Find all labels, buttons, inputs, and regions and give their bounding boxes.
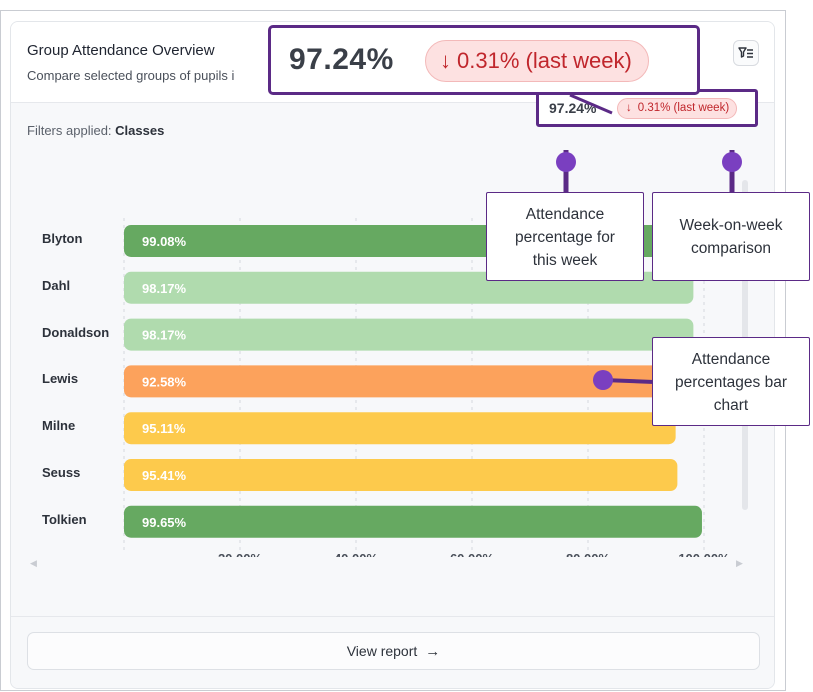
x-tick-label: 80.00%	[566, 551, 611, 566]
filter-button[interactable]	[733, 40, 759, 66]
change-badge-small: ↓ 0.31% (last week)	[617, 98, 738, 119]
callout-line: this week	[532, 252, 598, 269]
callout-line: Attendance	[691, 351, 771, 368]
callout-line: Week-on-week	[679, 217, 783, 234]
bar-value-label: 95.41%	[142, 468, 187, 483]
scroll-left-icon[interactable]: ◀	[30, 558, 37, 568]
x-tick-label: 60.00%	[450, 551, 495, 566]
bar-value-label: 98.17%	[142, 328, 187, 343]
card-subtitle: Compare selected groups of pupils i	[27, 68, 235, 83]
arrow-down-icon: ↓	[626, 102, 632, 114]
bar-value-label: 98.17%	[142, 281, 187, 296]
callout-attendance-this-week: Attendance percentage for this week	[486, 192, 644, 281]
bar-lewis[interactable]	[124, 365, 661, 398]
bar-value-label: 99.08%	[142, 234, 187, 249]
category-label: Lewis	[42, 371, 79, 387]
change-text-zoom: 0.31% (last week)	[457, 48, 632, 73]
bar-value-label: 99.65%	[142, 515, 187, 530]
change-badge-zoom: ↓ 0.31% (last week)	[425, 40, 649, 82]
chart-x-ticks: 20.00% 40.00% 60.00% 80.00% 100.00%	[218, 551, 730, 566]
card-title: Group Attendance Overview	[27, 42, 215, 59]
filter-list-icon	[738, 47, 753, 58]
callout-week-on-week: Week-on-week comparison	[652, 192, 810, 281]
filters-applied: Filters applied: Classes	[27, 123, 164, 138]
callout-line: percentage for	[515, 229, 615, 246]
bar-value-label: 92.58%	[142, 374, 187, 389]
attendance-stat-zoom: 97.24% ↓ 0.31% (last week)	[268, 25, 700, 95]
attendance-value-zoom: 97.24%	[289, 43, 394, 76]
view-report-button[interactable]: View report →	[27, 632, 760, 670]
category-label: Seuss	[42, 465, 81, 480]
arrow-right-icon: →	[425, 643, 441, 660]
attendance-value-small: 97.24%	[549, 100, 597, 116]
arrow-down-icon: ↓	[440, 48, 451, 73]
x-tick-label: 40.00%	[334, 551, 379, 566]
callout-line: chart	[713, 397, 749, 414]
callout-line: comparison	[690, 240, 772, 257]
category-label: Tolkien	[42, 511, 87, 527]
bar-donaldson[interactable]	[124, 318, 694, 351]
category-label: Milne	[42, 418, 76, 434]
filters-label: Filters applied:	[27, 123, 112, 138]
card-footer: View report →	[11, 616, 774, 688]
bar-value-label: 95.11%	[142, 421, 186, 436]
x-tick-label: 100.00%	[678, 551, 730, 566]
category-label: Blyton	[42, 231, 83, 246]
bar-seuss[interactable]	[124, 459, 678, 491]
callout-bar-chart: Attendance percentages bar chart	[652, 337, 810, 426]
category-label: Dahl	[42, 277, 71, 293]
filters-value: Classes	[115, 123, 165, 138]
callout-line: percentages bar	[674, 374, 788, 391]
x-tick-label: 20.00%	[218, 551, 263, 566]
scroll-right-icon[interactable]: ▶	[736, 558, 743, 568]
callout-line: Attendance	[525, 206, 605, 223]
change-text-small: 0.31% (last week)	[637, 102, 730, 114]
bar-milne[interactable]	[124, 412, 676, 445]
category-label: Donaldson	[42, 324, 110, 340]
attendance-stat-small: 97.24% ↓ 0.31% (last week)	[536, 89, 758, 127]
view-report-label: View report	[346, 643, 418, 659]
bar-tolkien[interactable]	[124, 505, 702, 538]
